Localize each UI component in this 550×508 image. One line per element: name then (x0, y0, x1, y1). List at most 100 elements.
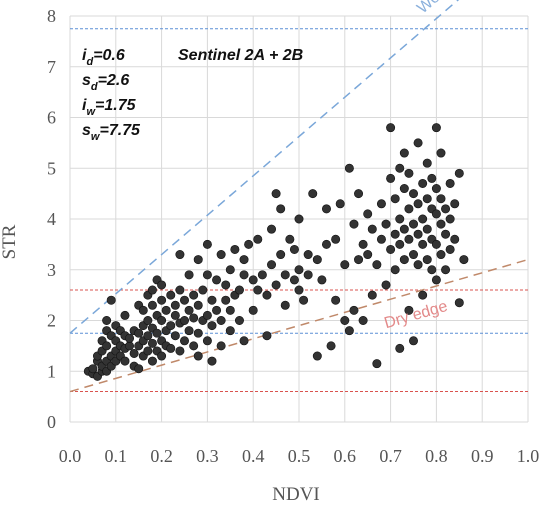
data-point (88, 364, 98, 374)
data-point (143, 331, 153, 341)
data-point (399, 184, 409, 194)
data-point (157, 351, 167, 361)
data-point (299, 295, 309, 305)
data-point (225, 305, 235, 315)
data-point (106, 295, 116, 305)
data-point (441, 229, 451, 239)
data-point (138, 305, 148, 315)
data-point (202, 336, 212, 346)
data-point (418, 239, 428, 249)
data-point (395, 214, 405, 224)
data-point (248, 305, 258, 315)
data-point (193, 255, 203, 265)
x-tick-label: 0.6 (334, 446, 357, 466)
data-point (175, 285, 185, 295)
data-point (198, 285, 208, 295)
y-axis-title: STR (0, 224, 20, 259)
data-point (248, 275, 258, 285)
data-point (354, 255, 364, 265)
dry-edge-line (69, 258, 529, 393)
x-tick-label: 1.0 (517, 446, 540, 466)
data-point (441, 204, 451, 214)
data-point (395, 343, 405, 353)
data-point (431, 239, 441, 249)
data-point (157, 280, 167, 290)
data-point (202, 239, 212, 249)
data-point (331, 295, 341, 305)
data-point (161, 305, 171, 315)
data-point (289, 244, 299, 254)
data-point (418, 290, 428, 300)
data-point (390, 229, 400, 239)
data-point (372, 359, 382, 369)
data-point (358, 239, 368, 249)
data-point (125, 341, 135, 351)
y-tick-label: 7 (47, 57, 56, 77)
data-point (267, 224, 277, 234)
data-point (239, 336, 249, 346)
data-point (271, 280, 281, 290)
data-point (202, 310, 212, 320)
data-point (358, 315, 368, 325)
data-point (193, 300, 203, 310)
data-point (386, 173, 396, 183)
data-point (408, 250, 418, 260)
param-sd: sd=2.6 (82, 72, 129, 93)
data-point (134, 328, 144, 338)
data-point (418, 214, 428, 224)
data-point (372, 260, 382, 270)
wet-edge-label: Wet edge (414, 0, 477, 17)
param-symbol: i (82, 97, 87, 114)
data-point (294, 285, 304, 295)
data-point (280, 300, 290, 310)
data-point (303, 270, 313, 280)
data-point (399, 224, 409, 234)
data-point (436, 250, 446, 260)
data-point (418, 178, 428, 188)
data-point (445, 214, 455, 224)
data-point (312, 255, 322, 265)
param-subscript: d (86, 56, 93, 68)
data-point (331, 234, 341, 244)
data-point (234, 285, 244, 295)
data-point (390, 265, 400, 275)
data-point (212, 275, 222, 285)
data-point (134, 364, 144, 374)
data-point (404, 305, 414, 315)
param-symbol: s (82, 122, 91, 139)
data-point (454, 298, 464, 308)
data-point (349, 219, 359, 229)
param-sw: sw=7.75 (82, 122, 141, 143)
data-point (280, 270, 290, 280)
data-point (193, 328, 203, 338)
data-point (431, 123, 441, 133)
data-point (262, 331, 272, 341)
data-point (413, 229, 423, 239)
data-point (244, 239, 254, 249)
data-point (386, 123, 396, 133)
dry-edge-label: Dry edge (382, 298, 449, 332)
data-point (253, 234, 263, 244)
data-point (166, 343, 176, 353)
data-point (321, 204, 331, 214)
y-tick-label: 1 (47, 361, 56, 381)
data-point (408, 189, 418, 199)
data-point (267, 260, 277, 270)
x-tick-label: 0.0 (59, 446, 82, 466)
data-point (180, 295, 190, 305)
data-point (166, 290, 176, 300)
data-point (303, 250, 313, 260)
data-point (399, 255, 409, 265)
data-point (340, 260, 350, 270)
data-point (216, 315, 226, 325)
data-point (363, 250, 373, 260)
data-point (166, 321, 176, 331)
y-tick-label: 5 (47, 158, 56, 178)
x-tick-label: 0.4 (242, 446, 265, 466)
data-point (340, 315, 350, 325)
data-point (413, 199, 423, 209)
data-point (262, 290, 272, 300)
data-point (170, 300, 180, 310)
data-point (170, 331, 180, 341)
